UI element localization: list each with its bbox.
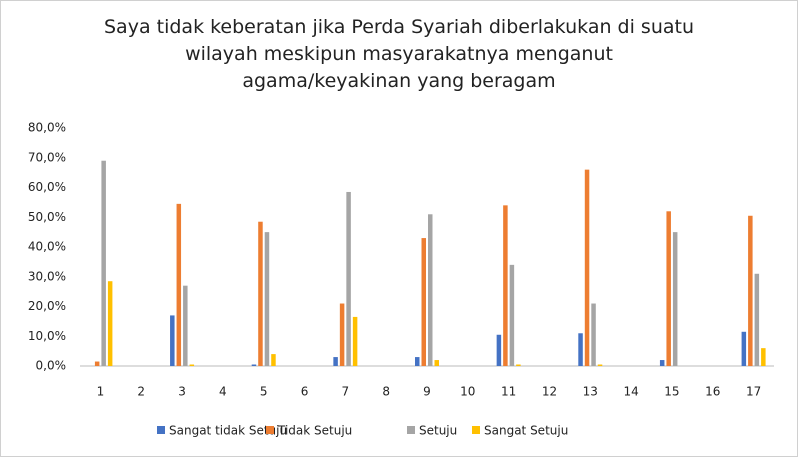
x-tick-label: 3 <box>178 385 186 399</box>
bar <box>189 364 195 366</box>
bar <box>748 215 753 366</box>
bar <box>496 334 502 366</box>
bar <box>584 169 590 366</box>
x-tick-label: 10 <box>460 385 475 399</box>
x-tick-label: 14 <box>623 385 638 399</box>
x-tick-label: 2 <box>137 385 145 399</box>
x-tick-label: 7 <box>342 385 350 399</box>
bar <box>591 303 596 366</box>
bar <box>176 203 182 366</box>
x-tick-label: 4 <box>219 385 227 399</box>
bar <box>264 232 270 366</box>
x-tick-label: 16 <box>705 385 720 399</box>
y-tick-label: 60,0% <box>28 180 66 194</box>
chart-title: Saya tidak keberatan jika Perda Syariah … <box>104 16 694 92</box>
x-tick-label: 8 <box>382 385 390 399</box>
x-tick-label: 11 <box>501 385 516 399</box>
x-tick-label: 6 <box>301 385 309 399</box>
x-tick-label: 13 <box>583 385 598 399</box>
x-tick-label: 1 <box>97 385 105 399</box>
legend-label: Sangat Setuju <box>484 424 568 438</box>
legend-label: Setuju <box>419 424 457 438</box>
legend-swatch <box>266 426 274 434</box>
bar <box>352 316 358 366</box>
y-tick-label: 10,0% <box>28 329 66 343</box>
bar <box>183 285 188 366</box>
bar <box>659 360 665 366</box>
bar <box>94 361 100 366</box>
bar <box>428 214 433 366</box>
bar <box>754 273 760 366</box>
x-tick-label: 17 <box>746 385 761 399</box>
y-tick-label: 50,0% <box>28 210 66 224</box>
legend-swatch <box>472 426 480 434</box>
bar <box>434 360 439 366</box>
y-tick-label: 20,0% <box>28 299 66 313</box>
bar <box>666 211 671 366</box>
bar <box>258 221 263 366</box>
legend-label: Tidak Setuju <box>277 424 352 438</box>
y-tick-label: 0,0% <box>36 359 67 373</box>
bar <box>333 357 338 366</box>
y-tick-label: 30,0% <box>28 269 66 283</box>
bar <box>516 364 521 366</box>
bar <box>170 315 175 366</box>
x-tick-label: 15 <box>664 385 679 399</box>
bar <box>597 364 603 366</box>
bar <box>415 357 420 366</box>
bar <box>251 364 257 366</box>
bar <box>761 348 766 366</box>
y-tick-label: 80,0% <box>28 121 66 135</box>
y-tick-label: 40,0% <box>28 240 66 254</box>
bar <box>339 303 345 366</box>
bar <box>346 191 351 366</box>
bar <box>503 205 508 366</box>
x-tick-label: 12 <box>542 385 557 399</box>
bar <box>509 264 515 366</box>
y-tick-label: 70,0% <box>28 150 66 164</box>
bar <box>107 281 113 366</box>
bar <box>578 333 583 366</box>
bar <box>672 232 678 366</box>
x-tick-label: 9 <box>423 385 431 399</box>
x-tick-label: 5 <box>260 385 268 399</box>
bar <box>101 160 106 366</box>
legend-swatch <box>157 426 165 434</box>
legend-label: Sangat tidak Setuju <box>169 424 287 438</box>
bar <box>741 331 747 366</box>
legend-swatch <box>407 426 415 434</box>
bar <box>271 354 276 366</box>
bar <box>421 238 426 366</box>
